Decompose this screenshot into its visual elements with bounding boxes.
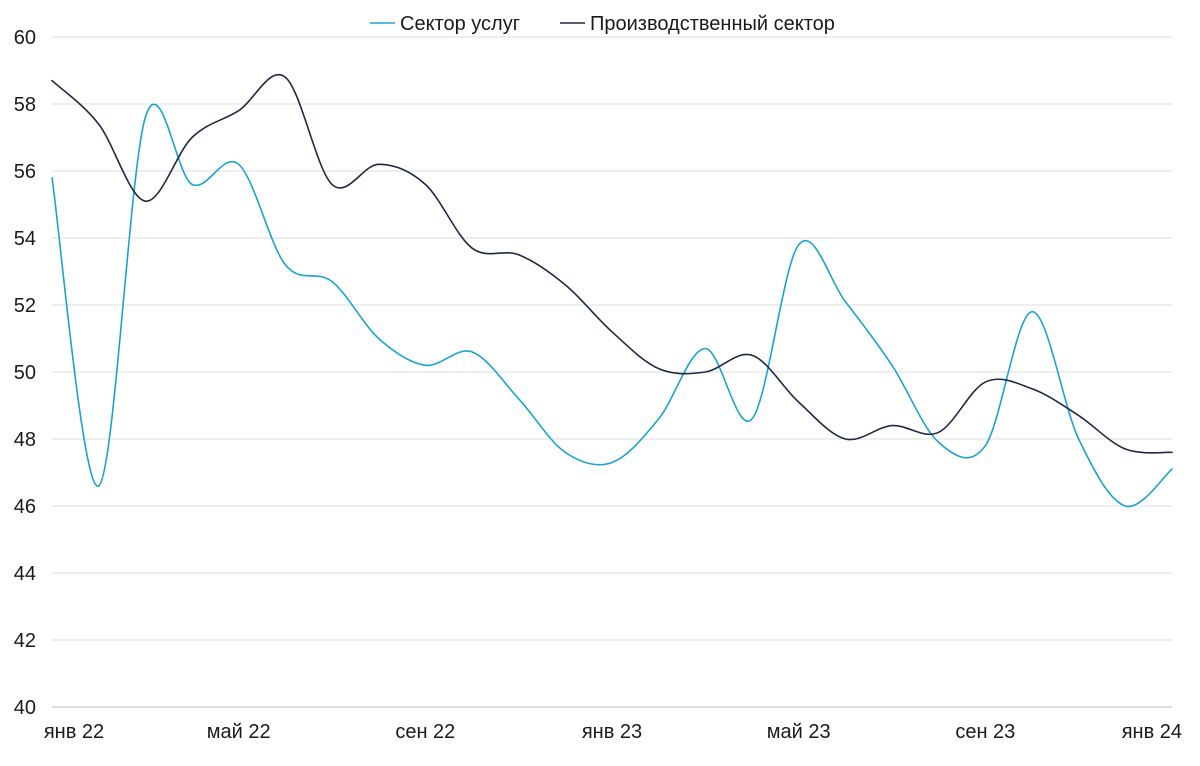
y-tick-label-54: 54 bbox=[14, 228, 36, 250]
legend: Сектор услуг Производственный сектор bbox=[370, 13, 835, 35]
series-lines bbox=[51, 73, 1173, 508]
y-tick-label-40: 40 bbox=[14, 697, 36, 719]
y-tick-label-52: 52 bbox=[14, 295, 36, 317]
y-tick-label-60: 60 bbox=[14, 27, 36, 49]
y-tick-label-48: 48 bbox=[14, 429, 36, 451]
grid-lines bbox=[52, 36, 1172, 708]
y-tick-label-56: 56 bbox=[14, 161, 36, 183]
series-line-1 bbox=[51, 73, 1173, 454]
y-tick-label-42: 42 bbox=[14, 630, 36, 652]
x-tick-label-4: май 23 bbox=[767, 721, 831, 743]
x-tick-label-6: янв 24 bbox=[1122, 721, 1182, 743]
x-axis-ticks: янв 22 май 22 сен 22 янв 23 май 23 сен 23 янв … bbox=[44, 721, 1182, 743]
y-tick-label-44: 44 bbox=[14, 563, 36, 585]
y-axis-ticks: 40 42 44 46 48 50 52 54 56 58 60 bbox=[14, 27, 36, 719]
y-tick-label-46: 46 bbox=[14, 496, 36, 518]
x-tick-label-1: май 22 bbox=[207, 721, 271, 743]
x-tick-label-5: сен 23 bbox=[955, 721, 1015, 743]
x-tick-label-0: янв 22 bbox=[44, 721, 104, 743]
x-tick-label-3: янв 23 bbox=[582, 721, 642, 743]
y-tick-label-58: 58 bbox=[14, 94, 36, 116]
x-tick-label-2: сен 22 bbox=[395, 721, 455, 743]
series-line-0 bbox=[51, 103, 1173, 508]
legend-label-manufacturing: Производственный сектор bbox=[590, 13, 835, 35]
legend-label-services: Сектор услуг bbox=[400, 13, 520, 35]
y-tick-label-50: 50 bbox=[14, 362, 36, 384]
